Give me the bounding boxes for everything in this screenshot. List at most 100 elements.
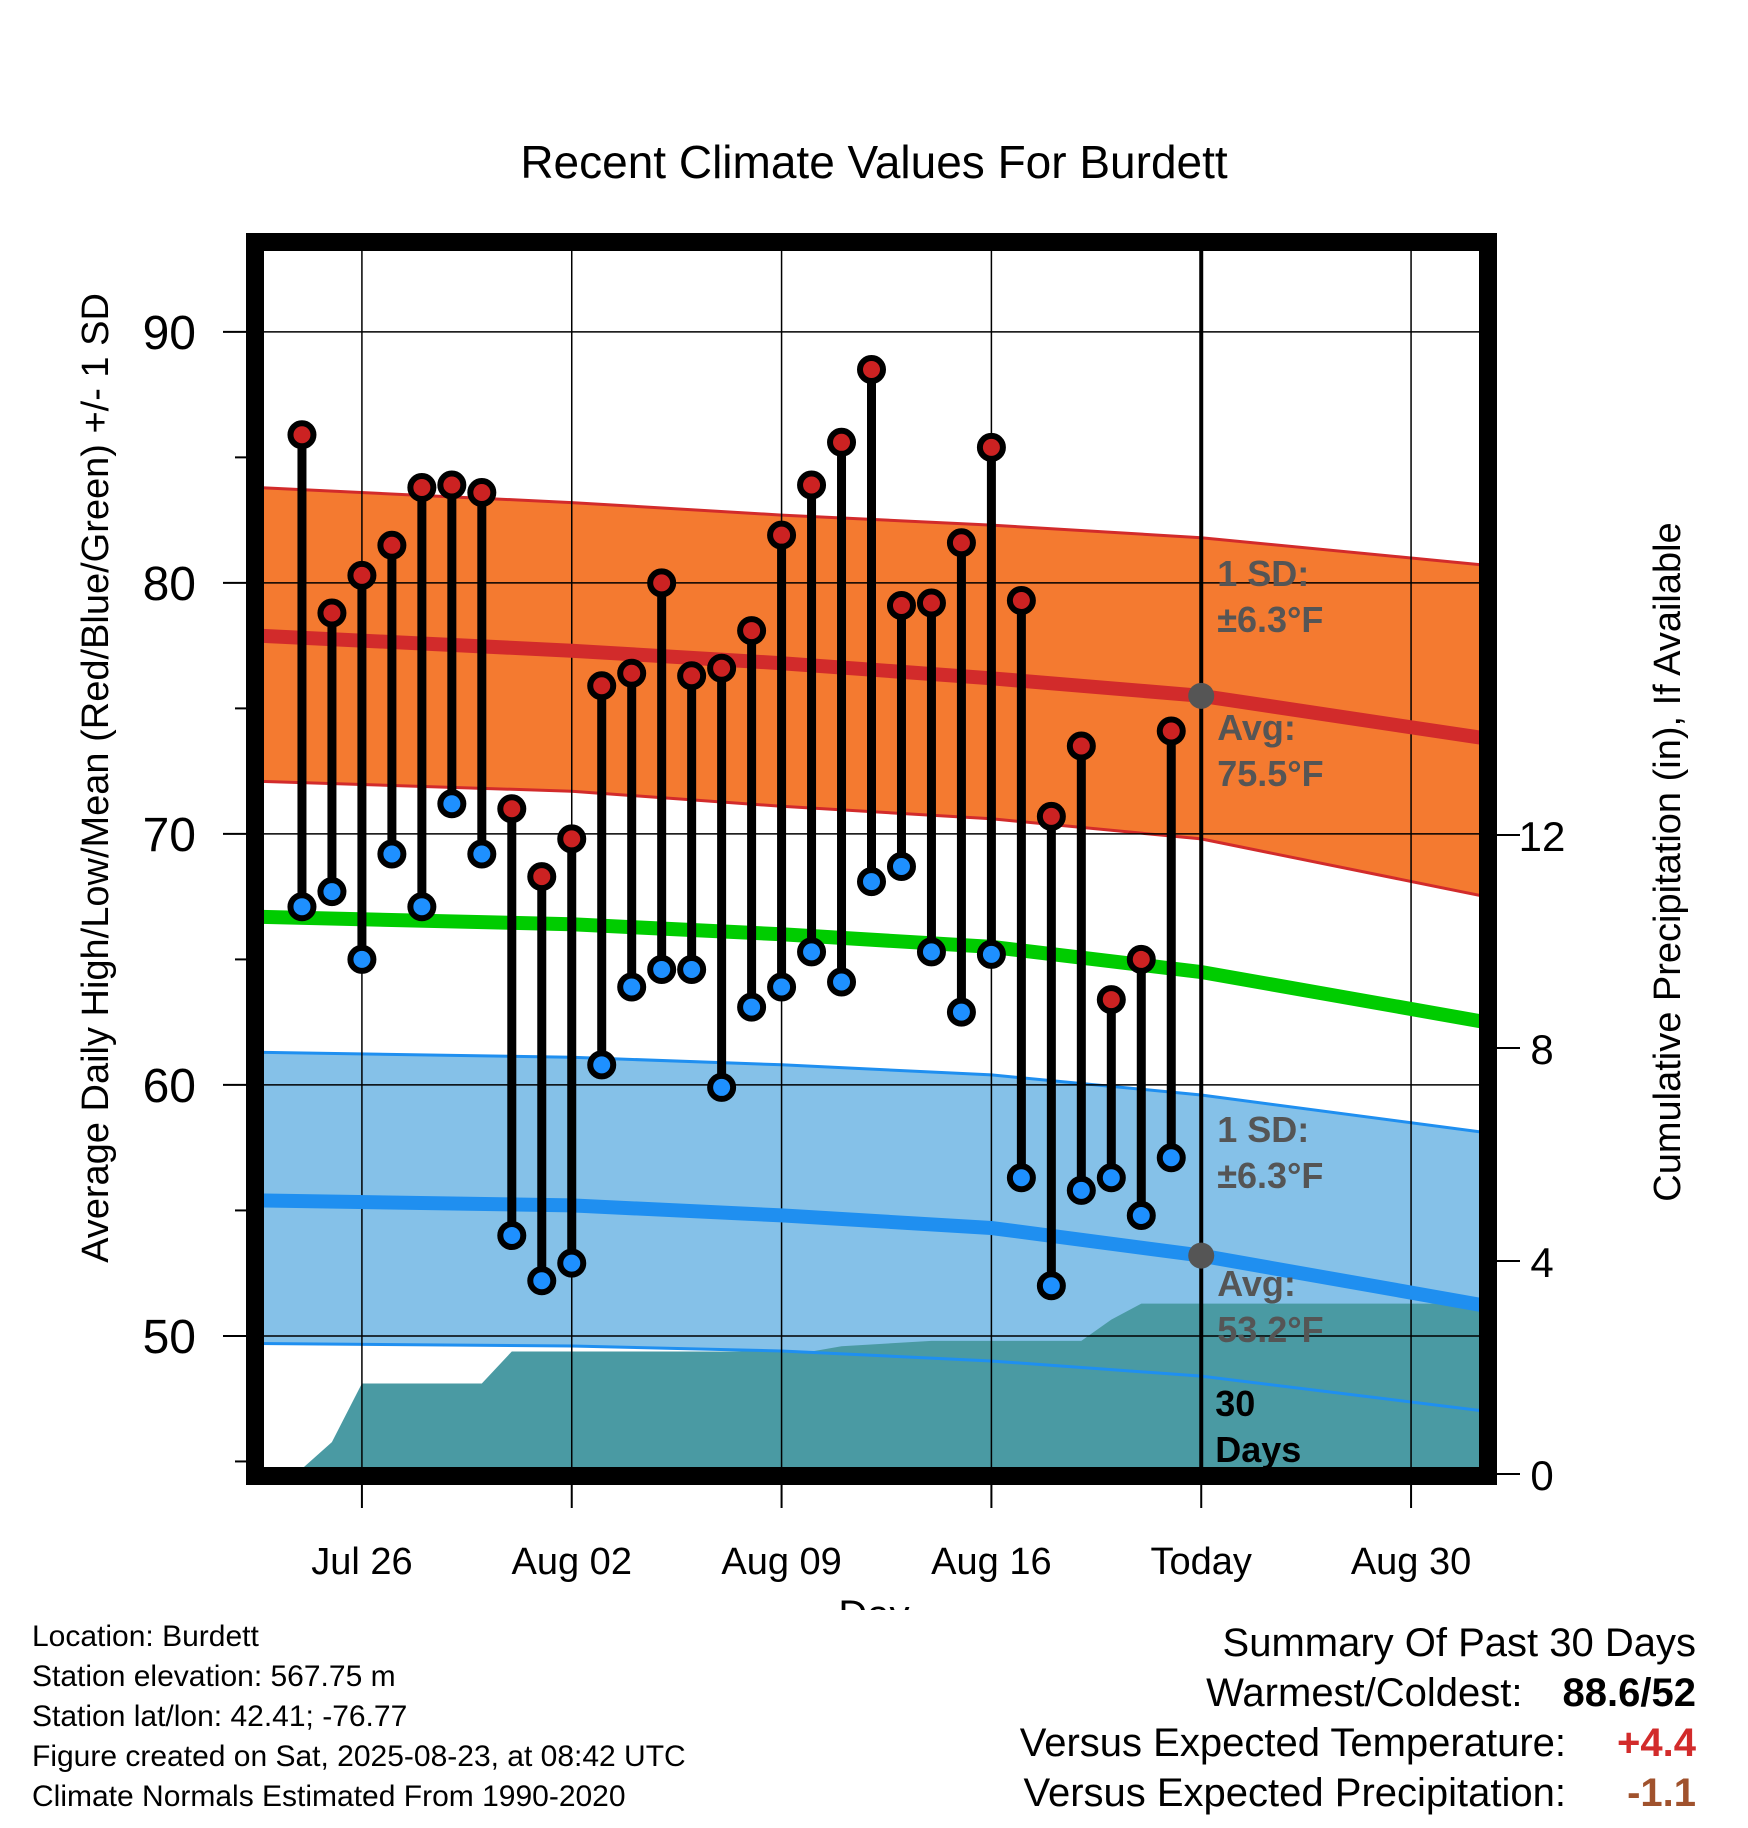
y-tick-label: 60 bbox=[143, 1060, 196, 1113]
y2-tick-label: 12 bbox=[1519, 813, 1566, 860]
x-tick-label: Aug 16 bbox=[931, 1541, 1051, 1583]
daily-low-point bbox=[1096, 1163, 1126, 1193]
daily-high-point bbox=[1126, 944, 1156, 974]
daily-high-point bbox=[737, 616, 767, 646]
daily-high-point bbox=[767, 520, 797, 550]
daily-low-point bbox=[617, 972, 647, 1002]
daily-high-point bbox=[407, 472, 437, 502]
daily-high-point bbox=[347, 560, 377, 590]
daily-high-point bbox=[377, 530, 407, 560]
latlon-text: Station lat/lon: 42.41; -76.77 bbox=[32, 1700, 408, 1733]
today-avg-high-marker bbox=[1188, 682, 1215, 709]
x-tick-label: Aug 09 bbox=[721, 1541, 841, 1583]
daily-high-point bbox=[946, 528, 976, 558]
days-count-label: 30 bbox=[1215, 1383, 1255, 1424]
daily-low-point bbox=[377, 839, 407, 869]
daily-low-point bbox=[1156, 1143, 1186, 1173]
precip-area bbox=[287, 1303, 1486, 1474]
daily-high-point bbox=[1156, 716, 1186, 746]
daily-high-point bbox=[287, 420, 317, 450]
daily-high-point bbox=[497, 794, 527, 824]
avg-mean-line bbox=[257, 909, 1486, 1030]
daily-high-point bbox=[797, 470, 827, 500]
precip-label: Versus Expected Precipitation: bbox=[1023, 1771, 1566, 1815]
daily-high-point bbox=[677, 661, 707, 691]
low-sd-value: ±6.3°F bbox=[1217, 1155, 1323, 1196]
climate-chart: Recent Climate Values For Burdett 1 SD: ±… bbox=[75, 136, 1689, 1610]
low-sd-label: 1 SD: bbox=[1217, 1109, 1309, 1150]
plot-frame bbox=[246, 233, 1497, 1485]
station-info: Location: Burdett Station elevation: 567… bbox=[32, 1617, 686, 1817]
temp-value: +4.4 bbox=[1617, 1721, 1696, 1765]
daily-high-point bbox=[1006, 585, 1036, 615]
daily-low-point bbox=[557, 1248, 587, 1278]
daily-low-point bbox=[767, 972, 797, 1002]
daily-low-point bbox=[827, 967, 857, 997]
daily-high-point bbox=[857, 355, 886, 385]
summary-precip-row: Versus Expected Precipitation: -1.1 bbox=[1020, 1768, 1696, 1818]
daily-low-point bbox=[946, 997, 976, 1027]
daily-low-point bbox=[1126, 1200, 1156, 1230]
y2-tick-label: 0 bbox=[1530, 1452, 1553, 1499]
x-tick-label: Aug 02 bbox=[512, 1541, 632, 1583]
daily-low-point bbox=[797, 937, 827, 967]
plot-inner: 1 SD: ±6.3°F Avg: 75.5°F 1 SD: ±6.3°F Avg: 53.2… bbox=[257, 244, 1486, 1474]
daily-low-point bbox=[347, 944, 377, 974]
warmest-value: 88.6/52 bbox=[1562, 1671, 1696, 1715]
temp-label: Versus Expected Temperature: bbox=[1019, 1721, 1566, 1765]
y-tick-label: 90 bbox=[143, 307, 196, 360]
daily-low-point bbox=[527, 1266, 557, 1296]
daily-low-point bbox=[857, 867, 886, 897]
low-upper-line bbox=[257, 1050, 1486, 1135]
daily-low-point bbox=[437, 789, 467, 819]
daily-low-point bbox=[707, 1072, 737, 1102]
elevation-text: Station elevation: 567.75 m bbox=[32, 1660, 396, 1693]
summary-warmest-row: Warmest/Coldest: 88.6/52 bbox=[1020, 1668, 1696, 1718]
high-upper-line bbox=[257, 486, 1486, 567]
low-lower-line bbox=[257, 1342, 1486, 1413]
daily-low-point bbox=[1066, 1175, 1096, 1205]
created-text: Figure created on Sat, 2025-08-23, at 08… bbox=[32, 1740, 686, 1773]
chart-title: Recent Climate Values For Burdett bbox=[520, 136, 1228, 188]
x-tick-label: Jul 26 bbox=[311, 1541, 412, 1583]
avg-high-line bbox=[257, 628, 1486, 746]
daily-low-point bbox=[916, 937, 946, 967]
summary-title: Summary Of Past 30 Days bbox=[1222, 1621, 1696, 1665]
daily-low-point bbox=[467, 839, 497, 869]
warmest-label: Warmest/Coldest: bbox=[1206, 1671, 1523, 1715]
daily-high-point bbox=[557, 824, 587, 854]
daily-high-point bbox=[587, 671, 617, 701]
x-axis-label: Day bbox=[838, 1593, 909, 1610]
daily-high-point bbox=[317, 598, 347, 628]
daily-low-point bbox=[647, 954, 677, 984]
today-avg-low-marker bbox=[1188, 1242, 1215, 1269]
x-tick-label: Today bbox=[1151, 1541, 1252, 1583]
daily-low-point bbox=[407, 892, 437, 922]
x-tick-label: Aug 30 bbox=[1351, 1541, 1471, 1583]
daily-high-point bbox=[1066, 731, 1096, 761]
daily-high-point bbox=[617, 658, 647, 688]
daily-high-point bbox=[1036, 801, 1066, 831]
high-sd-value: ±6.3°F bbox=[1217, 599, 1323, 640]
daily-high-point bbox=[527, 862, 557, 892]
avg-low-line bbox=[257, 1193, 1486, 1313]
plot-area: 1 SD: ±6.3°F Avg: 75.5°F 1 SD: ±6.3°F Avg: 53.2… bbox=[143, 233, 1566, 1583]
daily-high-point bbox=[1096, 985, 1126, 1015]
y-tick-label: 70 bbox=[143, 809, 196, 862]
daily-high-point bbox=[916, 588, 946, 618]
daily-low-point bbox=[886, 852, 916, 882]
daily-high-point bbox=[647, 568, 677, 598]
daily-low-point bbox=[1006, 1163, 1036, 1193]
y-tick-label: 80 bbox=[143, 558, 196, 611]
high-avg-value: 75.5°F bbox=[1217, 753, 1323, 794]
daily-low-point bbox=[1036, 1271, 1066, 1301]
daily-high-point bbox=[976, 432, 1006, 462]
low-avg-value: 53.2°F bbox=[1217, 1309, 1323, 1350]
daily-low-point bbox=[317, 877, 347, 907]
daily-high-point bbox=[437, 470, 467, 500]
summary-temp-row: Versus Expected Temperature: +4.4 bbox=[1020, 1718, 1696, 1768]
summary-panel: Summary Of Past 30 Days Warmest/Coldest:… bbox=[1020, 1618, 1696, 1818]
daily-low-point bbox=[976, 939, 1006, 969]
high-avg-label: Avg: bbox=[1217, 707, 1296, 748]
y-tick-label: 50 bbox=[143, 1311, 196, 1364]
